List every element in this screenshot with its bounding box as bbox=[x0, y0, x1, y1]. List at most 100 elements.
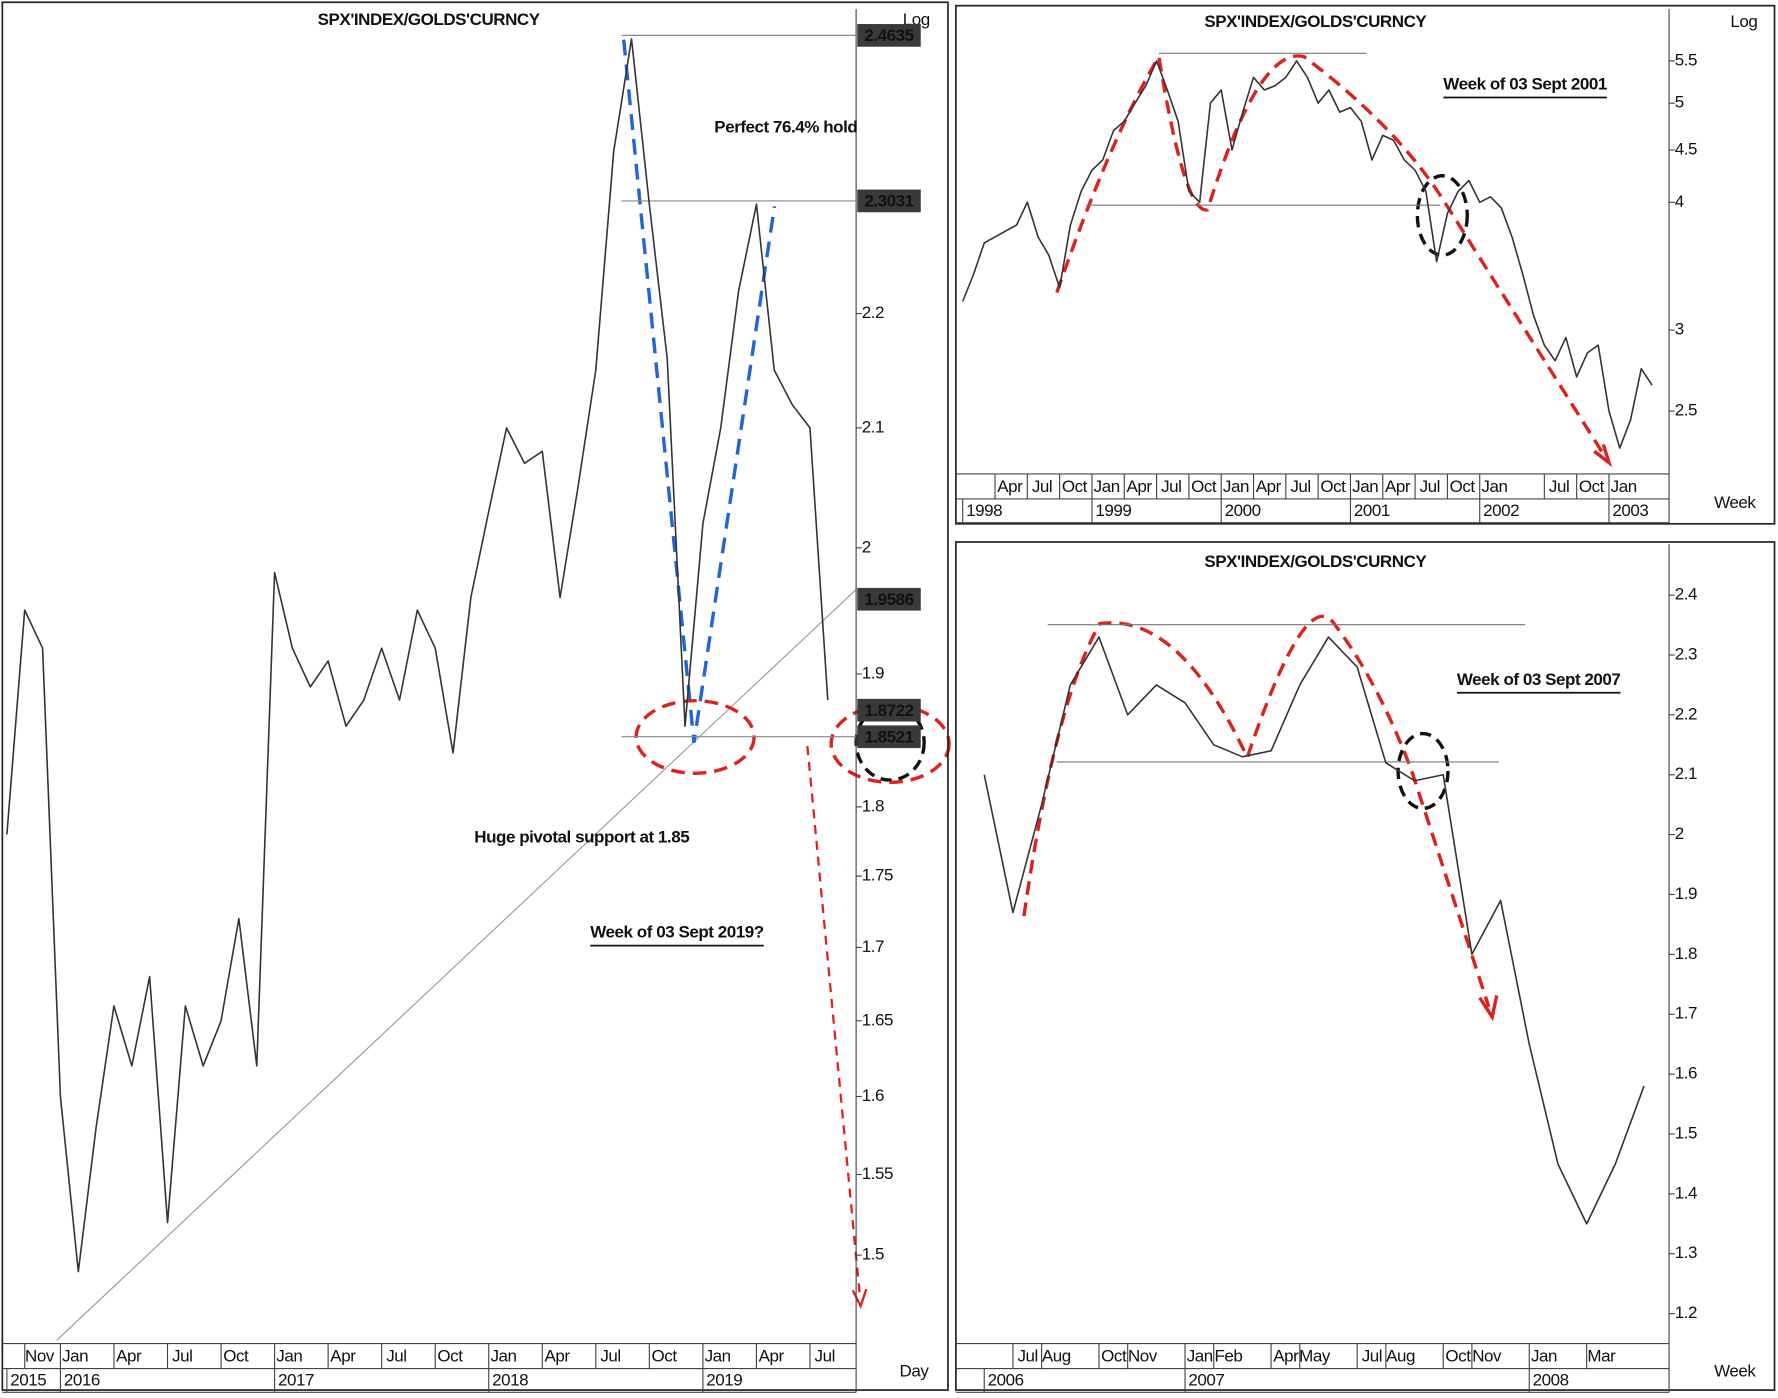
y-tick-label: 2 bbox=[862, 537, 871, 556]
x-tick-label: Apr bbox=[1126, 477, 1152, 496]
year-label: 2018 bbox=[492, 1370, 528, 1389]
y-tick-label: 1.6 bbox=[862, 1086, 884, 1105]
x-tick-label: Oct bbox=[1320, 477, 1346, 496]
x-tick-label: Jan bbox=[490, 1347, 516, 1366]
x-tick-label: Oct bbox=[1450, 477, 1476, 496]
year-label: 1999 bbox=[1095, 501, 1131, 520]
level-label: 1.9586 bbox=[864, 590, 913, 609]
x-tick-label: Feb bbox=[1214, 1347, 1242, 1366]
x-tick-label: Apr bbox=[1256, 477, 1282, 496]
y-tick-label: 1.7 bbox=[862, 937, 884, 956]
year-label: 2019 bbox=[706, 1370, 742, 1389]
x-tick-label: Oct bbox=[223, 1347, 249, 1366]
x-tick-label: Oct bbox=[1579, 477, 1605, 496]
y-tick-label: 1.9 bbox=[862, 663, 884, 682]
panel-frame bbox=[1, 1, 949, 1391]
y-tick-label: 1.8 bbox=[1675, 944, 1697, 963]
x-tick-label: Apr bbox=[1385, 477, 1411, 496]
year-label: 2006 bbox=[988, 1370, 1024, 1389]
x-tick-label: Jul bbox=[172, 1347, 192, 1366]
level-label: 2.3031 bbox=[864, 192, 913, 211]
year-label: 2007 bbox=[1188, 1370, 1224, 1389]
y-tick-label: 1.7 bbox=[1675, 1004, 1697, 1023]
x-tick-label: Jan bbox=[1223, 477, 1249, 496]
price-line bbox=[961, 60, 1653, 449]
blue-dashed-v bbox=[621, 39, 777, 743]
year-label: 2017 bbox=[278, 1370, 314, 1389]
annotation: Week of 03 Sept 2007 bbox=[1457, 670, 1621, 689]
level-box bbox=[857, 189, 921, 213]
x-tick-label: Jul bbox=[386, 1347, 406, 1366]
chart-title: SPX'INDEX/GOLDS'CURNCY bbox=[1204, 12, 1427, 31]
x-tick-label: Jan bbox=[1094, 477, 1120, 496]
y-tick-label: 3 bbox=[1675, 320, 1684, 339]
x-tick-label: Jul bbox=[1017, 1347, 1037, 1366]
year-label: 2002 bbox=[1483, 501, 1519, 520]
red-dashed-pattern bbox=[1022, 614, 1491, 1008]
x-tick-label: Oct bbox=[1101, 1347, 1127, 1366]
level-box bbox=[857, 725, 921, 749]
panel-frame bbox=[955, 541, 1776, 1391]
y-tick-label: 1.6 bbox=[1675, 1064, 1697, 1083]
annotation: Week of 03 Sept 2001 bbox=[1443, 75, 1607, 94]
x-tick-label: Jul bbox=[815, 1347, 835, 1366]
x-tick-label: Apr bbox=[997, 477, 1023, 496]
x-tick-label: Aug bbox=[1042, 1347, 1071, 1366]
black-circle bbox=[1415, 174, 1469, 257]
x-tick-label: Jul bbox=[1161, 477, 1181, 496]
y-tick-label: 1.4 bbox=[1675, 1183, 1697, 1202]
y-tick-label: 2.1 bbox=[1675, 764, 1697, 783]
year-label: 2016 bbox=[64, 1370, 100, 1389]
year-label: 2000 bbox=[1225, 501, 1261, 520]
x-tick-label: Jul bbox=[1290, 477, 1310, 496]
x-tick-label: Jul bbox=[1032, 477, 1052, 496]
annotation: Huge pivotal support at 1.85 bbox=[474, 827, 689, 846]
arrow-head bbox=[851, 1288, 868, 1310]
y-tick-label: 1.8 bbox=[862, 796, 884, 815]
x-tick-label: Mar bbox=[1587, 1347, 1616, 1366]
red-dashed-pattern bbox=[1055, 51, 1606, 457]
panel-frame bbox=[955, 4, 1776, 525]
level-box bbox=[857, 698, 921, 722]
x-tick-label: Oct bbox=[1191, 477, 1217, 496]
y-tick-label: 2.5 bbox=[1675, 401, 1697, 420]
x-tick-label: Oct bbox=[652, 1347, 678, 1366]
x-tick-label: Apr bbox=[759, 1347, 785, 1366]
x-tick-label: Jul bbox=[1362, 1347, 1382, 1366]
x-tick-label: Nov bbox=[1128, 1347, 1158, 1366]
y-tick-label: 1.5 bbox=[1675, 1123, 1697, 1142]
period-label: Week bbox=[1714, 1361, 1756, 1380]
y-tick-label: 2.3 bbox=[1675, 644, 1697, 663]
x-tick-label: Apr bbox=[116, 1347, 142, 1366]
x-tick-label: Jan bbox=[1611, 477, 1637, 496]
year-label: 2003 bbox=[1612, 501, 1648, 520]
x-tick-label: Jan bbox=[62, 1347, 88, 1366]
x-tick-label: Apr bbox=[1273, 1347, 1299, 1366]
y-tick-label: 1.75 bbox=[862, 866, 893, 885]
arrow-head bbox=[1478, 995, 1499, 1022]
price-line bbox=[983, 636, 1645, 1225]
x-tick-label: Aug bbox=[1386, 1347, 1415, 1366]
red-arrow bbox=[806, 745, 861, 1293]
level-box bbox=[857, 587, 921, 611]
year-label: 2001 bbox=[1354, 501, 1390, 520]
x-tick-label: Jan bbox=[1187, 1347, 1213, 1366]
scale-label: Log bbox=[1730, 12, 1757, 31]
y-tick-label: 4.5 bbox=[1675, 139, 1697, 158]
x-tick-label: Jan bbox=[1481, 477, 1507, 496]
x-tick-label: Oct bbox=[1062, 477, 1088, 496]
y-tick-label: 1.55 bbox=[862, 1164, 893, 1183]
y-tick-label: 2.4 bbox=[1675, 585, 1697, 604]
annotation: Week of 03 Sept 2019? bbox=[590, 923, 764, 942]
x-tick-label: Apr bbox=[544, 1347, 570, 1366]
level-label: 1.8722 bbox=[864, 701, 913, 720]
y-tick-label: 5 bbox=[1675, 93, 1684, 112]
y-tick-label: 2.2 bbox=[1675, 704, 1697, 723]
x-tick-label: Jul bbox=[1420, 477, 1440, 496]
chart-title: SPX'INDEX/GOLDS'CURNCY bbox=[318, 10, 541, 29]
x-tick-label: Oct bbox=[1445, 1347, 1471, 1366]
x-tick-label: Jul bbox=[600, 1347, 620, 1366]
year-label: 2015 bbox=[10, 1370, 46, 1389]
